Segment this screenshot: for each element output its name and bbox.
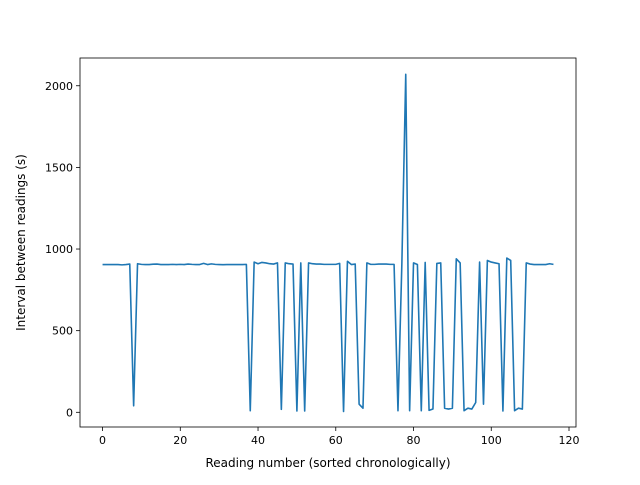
- y-tick-label: 1000: [45, 243, 73, 256]
- y-tick-label: 500: [52, 325, 73, 338]
- x-tick-label: 80: [407, 434, 421, 447]
- x-tick-label: 120: [559, 434, 580, 447]
- x-axis-label: Reading number (sorted chronologically): [205, 456, 450, 470]
- x-tick-label: 0: [99, 434, 106, 447]
- y-axis-label: Interval between readings (s): [14, 154, 28, 331]
- y-tick-label: 0: [66, 406, 73, 419]
- series-line: [102, 73, 554, 413]
- x-tick-label: 20: [173, 434, 187, 447]
- y-tick-label: 2000: [45, 80, 73, 93]
- plot-frame: [79, 57, 577, 428]
- y-tick-label: 1500: [45, 161, 73, 174]
- axis-ticks: 0 20 40 60 80 100 120 0 500 1000 1500 2000: [45, 80, 580, 447]
- x-tick-label: 60: [329, 434, 343, 447]
- x-tick-label: 100: [481, 434, 502, 447]
- x-tick-label: 40: [251, 434, 265, 447]
